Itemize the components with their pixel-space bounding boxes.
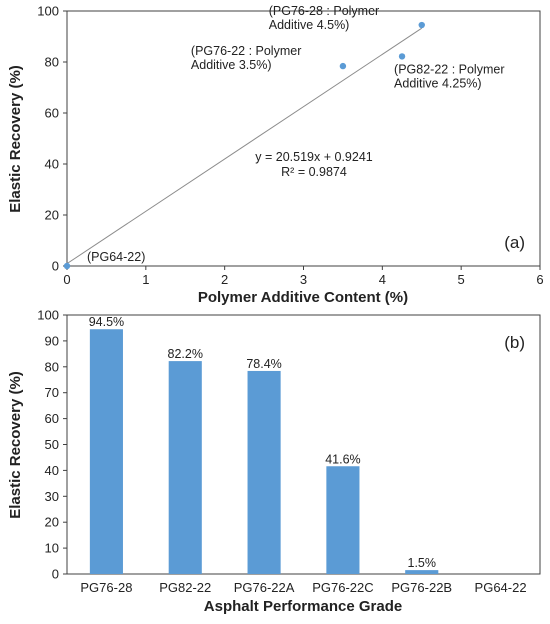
bar	[405, 570, 439, 574]
scatter-point	[339, 62, 347, 70]
panel-label-a: (a)	[504, 233, 525, 252]
bar-data-label: 1.5%	[408, 556, 437, 570]
bar-category-label: PG76-28	[80, 580, 132, 595]
trendline-r-squared: R² = 0.9874	[281, 165, 347, 179]
bar-category-label: PG76-22B	[391, 580, 452, 595]
bar-y-tick-label: 70	[45, 385, 59, 400]
scatter-point-label: (PG82-22 : Polymer Additive 4.25%)	[394, 62, 504, 90]
bar-category-label: PG82-22	[159, 580, 211, 595]
scatter-y-tick-label: 80	[45, 55, 59, 70]
scatter-y-tick-label: 40	[45, 157, 59, 172]
scatter-point-label: (PG76-22 : Polymer Additive 3.5%)	[191, 44, 301, 72]
scatter-trendline	[66, 27, 423, 265]
bar-data-label: 41.6%	[325, 452, 360, 466]
bar-data-label: 78.4%	[246, 357, 281, 371]
scatter-point-label: (PG64-22)	[87, 250, 145, 264]
bar-y-tick-label: 20	[45, 515, 59, 530]
scatter-x-tick-label: 0	[63, 272, 70, 287]
scatter-y-tick-label: 100	[37, 4, 59, 19]
scatter-x-tick-label: 5	[458, 272, 465, 287]
bar-y-tick-label: 60	[45, 411, 59, 426]
scatter-x-tick-label: 4	[379, 272, 386, 287]
scatter-x-tick-label: 1	[142, 272, 149, 287]
scatter-point-label: (PG76-28 : Polymer Additive 4.5%)	[269, 4, 379, 32]
bar-chart-panel: 0 10 20 30 40 50 60 70 80 90 100 94.5% 82.2% 78.4% 41…	[7, 308, 541, 615]
panel-label-b: (b)	[504, 333, 525, 352]
bar-y-tick-label: 100	[37, 308, 59, 323]
scatter-chart-panel: 0 20 40 60 80 100 0 1 2 3 4 5 6 (PG64-22) (PG76-22 :…	[7, 4, 544, 307]
bar-x-axis-title: Asphalt Performance Grade	[204, 598, 402, 615]
scatter-y-axis-title: Elastic Recovery (%)	[7, 65, 24, 213]
scatter-y-tick-label: 0	[52, 259, 59, 274]
bar-y-tick-label: 0	[52, 567, 59, 582]
bar-y-tick-label: 90	[45, 333, 59, 348]
bar	[247, 370, 281, 574]
bar-data-label: 94.5%	[89, 315, 124, 329]
bar-plot-frame	[66, 314, 541, 575]
scatter-x-tick-label: 6	[536, 272, 543, 287]
trendline-equation: y = 20.519x + 0.9241	[255, 150, 373, 164]
scatter-y-tick-label: 60	[45, 106, 59, 121]
scatter-x-tick-label: 2	[221, 272, 228, 287]
bar	[89, 329, 123, 574]
scatter-point	[398, 53, 406, 60]
bar	[326, 466, 360, 574]
bar-y-tick-label: 30	[45, 489, 59, 504]
bar-y-tick-label: 80	[45, 359, 59, 374]
bar-category-label: PG64-22	[475, 580, 527, 595]
scatter-x-axis-title: Polymer Additive Content (%)	[198, 289, 408, 306]
bar	[168, 361, 202, 574]
scatter-point	[63, 262, 71, 270]
bar-category-label: PG76-22A	[234, 580, 295, 595]
bar-y-tick-label: 10	[45, 541, 59, 556]
scatter-y-tick-label: 20	[45, 208, 59, 223]
bar-y-tick-label: 50	[45, 437, 59, 452]
bar-y-axis-title: Elastic Recovery (%)	[7, 371, 24, 519]
bar-category-label: PG76-22C	[312, 580, 373, 595]
scatter-plot-frame	[66, 10, 541, 267]
bar-y-tick-label: 40	[45, 463, 59, 478]
bar-data-label: 82.2%	[168, 347, 203, 361]
scatter-point	[418, 21, 425, 29]
scatter-x-tick-label: 3	[300, 272, 307, 287]
